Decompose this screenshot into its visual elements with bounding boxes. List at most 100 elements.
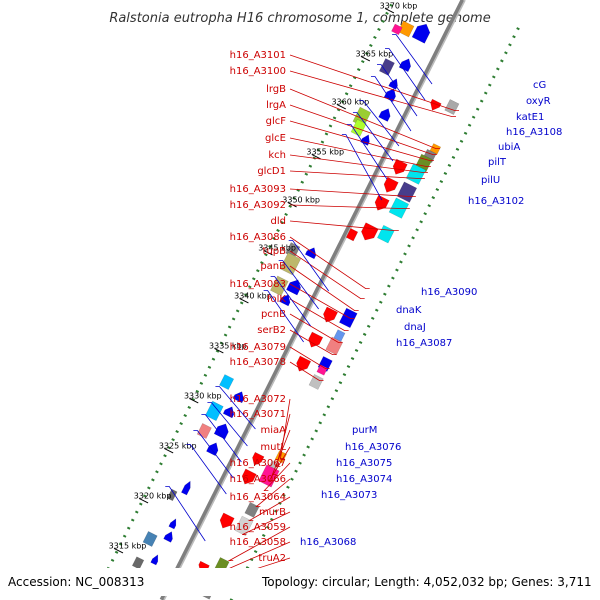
gene-label-h16_A3075: h16_A3075	[336, 458, 392, 469]
forward-gene-28	[241, 468, 257, 485]
gene-leader-line	[268, 446, 291, 482]
gene-leader-line	[289, 120, 434, 162]
tick-mark	[138, 497, 149, 504]
accession-backdrop	[0, 568, 258, 596]
forward-gene-8	[396, 181, 418, 203]
gene-leader-line	[392, 34, 433, 85]
gene-leader-line	[289, 283, 355, 320]
gene-leader-line	[370, 76, 412, 132]
gene-label-truA2: truA2	[258, 553, 286, 564]
tick-label: 3335 kbp	[209, 342, 247, 351]
gene-label-glcF: glcF	[266, 116, 287, 127]
reverse-strand-features	[131, 20, 431, 570]
gene-label-h16_A3058: h16_A3058	[230, 537, 286, 548]
gene-label-h16_A3078: h16_A3078	[230, 357, 286, 368]
gene-leader-line	[263, 462, 291, 492]
gene-label-h16_A3073: h16_A3073	[321, 490, 377, 501]
gene-leader-line	[289, 298, 349, 332]
tick-label: 3320 kbp	[134, 492, 172, 501]
gene-leader-line	[186, 444, 227, 495]
forward-gene-labels: h16_A3101 h16_A3100 lrgB lrgA glcF glcE kch glc…	[219, 50, 460, 582]
tick-mark	[360, 55, 371, 62]
gene-label-h16_A3067: h16_A3067	[230, 458, 286, 469]
gene-label-h16_A3087: h16_A3087	[396, 338, 452, 349]
gene-label-oxyR: oxyR	[526, 96, 551, 107]
summary-backdrop	[258, 568, 600, 596]
reverse-gene-labels: cG oxyR katE1 h16_A3108 ubiA pilT pilU h16_A310…	[165, 34, 562, 548]
map-tracks	[105, 0, 520, 600]
gene-label-h16_A3074: h16_A3074	[336, 474, 392, 485]
gene-leader-line	[263, 290, 304, 343]
gene-label-h16_A3071: h16_A3071	[230, 409, 286, 420]
reverse-gene-26	[166, 488, 178, 502]
summary-text: Topology: circular; Length: 4,052,032 bp…	[261, 575, 592, 589]
forward-gene-9	[383, 176, 399, 193]
reverse-gene-18	[219, 374, 235, 391]
gene-label-h16_A3101: h16_A3101	[230, 50, 286, 61]
gene-leader-line	[289, 329, 337, 356]
forward-gene-12	[377, 224, 395, 244]
tick-mark	[113, 547, 124, 554]
forward-gene-7	[392, 158, 408, 175]
reverse-gene-24	[206, 442, 219, 457]
tick-label: 3340 kbp	[234, 292, 272, 301]
gene-leader-line	[358, 100, 400, 147]
reverse-gene-8	[378, 108, 391, 122]
gene-leader-line	[255, 478, 291, 508]
gene-label-katE1: katE1	[516, 112, 544, 123]
tick-label: 3355 kbp	[306, 148, 344, 157]
forward-gene-15	[338, 307, 358, 329]
gene-leader-line	[270, 276, 311, 327]
forward-gene-19	[308, 331, 324, 348]
reverse-gene-15	[286, 279, 301, 296]
position-ticks: 3370 kbp 3365 kbp 3360 kbp 3355 kbp 3350 kbp…	[109, 2, 417, 554]
gene-label-murB: murB	[259, 507, 286, 518]
reverse-gene-1	[411, 23, 431, 44]
tick-label: 3350 kbp	[282, 196, 320, 205]
tick-mark	[384, 7, 395, 14]
gene-leader-line	[289, 88, 440, 150]
gene-leader-line	[242, 511, 291, 536]
gene-label-folK: folK	[267, 294, 286, 305]
gene-leader-line	[289, 313, 343, 344]
gene-label-h16_A3090: h16_A3090	[421, 287, 477, 298]
gene-label-cG: cG	[533, 80, 546, 91]
reverse-gene-20	[222, 406, 235, 419]
gene-leader-line	[193, 430, 234, 479]
tick-label: 3325 kbp	[159, 442, 197, 451]
tick-mark	[287, 201, 297, 208]
gene-leader-line	[275, 413, 291, 468]
reverse-gene-28	[163, 531, 173, 543]
gene-leader-line	[289, 204, 410, 210]
gene-label-purM: purM	[352, 425, 377, 436]
right-dotted-track	[105, 0, 396, 573]
gene-label-pilT: pilT	[488, 157, 507, 168]
gene-leader-line	[289, 137, 431, 168]
gene-label-h16_A3064: h16_A3064	[230, 492, 286, 503]
gene-label-serB2: serB2	[257, 325, 286, 336]
reverse-gene-25	[180, 480, 191, 496]
left-dotted-track	[229, 27, 520, 600]
tick-mark	[163, 447, 174, 454]
gene-label-h16_A3100: h16_A3100	[230, 66, 286, 77]
gene-label-h16_A3079: h16_A3079	[230, 342, 286, 353]
reverse-gene-17	[279, 294, 291, 307]
gene-label-h16_A3093: h16_A3093	[230, 184, 286, 195]
gene-label-h16_A3086: h16_A3086	[230, 232, 286, 243]
gene-label-glcD1: glcD1	[257, 166, 286, 177]
forward-gene-27	[252, 451, 265, 466]
gene-label-lrgB: lrgB	[266, 84, 286, 95]
chromosome-backbone	[159, 0, 466, 600]
forward-gene-1	[444, 99, 460, 115]
gene-leader-line	[341, 134, 383, 201]
tick-mark	[214, 347, 224, 354]
tick-label: 3365 kbp	[356, 50, 394, 59]
gene-label-pilU: pilU	[481, 175, 500, 186]
gene-label-dnaK: dnaK	[396, 305, 422, 316]
gene-label-h16_A3076: h16_A3076	[345, 442, 401, 453]
gene-leader-line	[352, 112, 394, 162]
gene-leader-line	[289, 188, 416, 198]
gene-label-h16_A3072: h16_A3072	[230, 394, 286, 405]
forward-gene-13	[361, 222, 379, 241]
gene-leader-line	[271, 429, 291, 476]
